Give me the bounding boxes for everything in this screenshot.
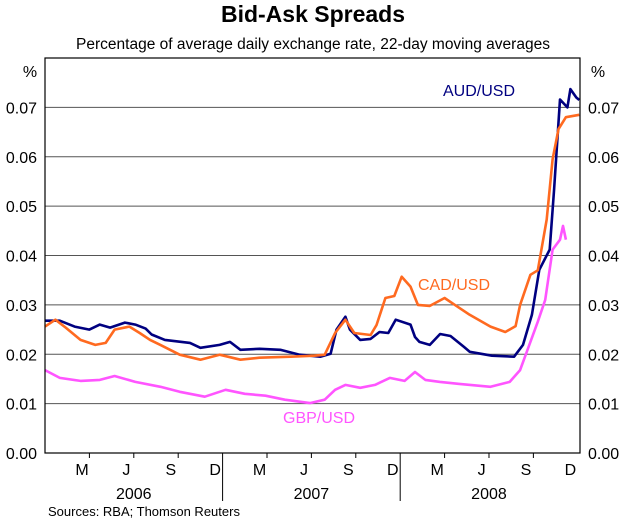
chart-title: Bid-Ask Spreads — [221, 1, 405, 27]
x-month-label: M — [75, 462, 88, 479]
x-year-label: 2006 — [116, 486, 152, 503]
x-year-label: 2007 — [294, 486, 330, 503]
y-tick-label-right: 0.02 — [588, 347, 619, 364]
x-month-label: D — [209, 462, 221, 479]
y-tick-label-left: 0.05 — [6, 199, 37, 216]
plot-frame — [44, 57, 581, 454]
label-gbp-usd: GBP/USD — [283, 410, 355, 427]
chart-subtitle: Percentage of average daily exchange rat… — [76, 36, 550, 53]
y-tick-label-right: 0.04 — [588, 249, 619, 266]
y-tick-label-right: 0.03 — [588, 298, 619, 315]
x-month-label: D — [565, 462, 577, 479]
series-line-cad-usd — [44, 113, 580, 361]
y-tick-label-right: 0.06 — [588, 150, 619, 167]
x-month-label: J — [122, 462, 130, 479]
y-tick-label-left: 0.03 — [6, 298, 37, 315]
series-line-gbp-usd — [44, 224, 568, 405]
y-axis-unit-left: % — [23, 64, 37, 81]
y-tick-label-right: 0.07 — [588, 100, 619, 117]
label-aud-usd: AUD/USD — [443, 83, 515, 100]
x-month-label: M — [253, 462, 266, 479]
label-cad-usd: CAD/USD — [418, 277, 490, 294]
y-tick-label-right: 0.00 — [588, 446, 619, 463]
x-month-label: S — [521, 462, 532, 479]
y-tick-label-left: 0.01 — [6, 397, 37, 414]
x-month-label: J — [478, 462, 486, 479]
x-month-label: S — [343, 462, 354, 479]
y-tick-label-left: 0.07 — [6, 100, 37, 117]
y-tick-label-left: 0.06 — [6, 150, 37, 167]
y-tick-label-left: 0.00 — [6, 446, 37, 463]
series-line-aud-usd — [45, 87, 581, 358]
x-month-label: D — [387, 462, 399, 479]
y-tick-label-right: 0.01 — [588, 397, 619, 414]
x-year-label: 2008 — [471, 486, 507, 503]
y-axis-unit-right: % — [591, 64, 605, 81]
x-month-label: M — [431, 462, 444, 479]
y-tick-label-left: 0.04 — [6, 249, 37, 266]
y-tick-label-left: 0.02 — [6, 347, 37, 364]
source-note: Sources: RBA; Thomson Reuters — [48, 504, 240, 519]
y-tick-label-right: 0.05 — [588, 199, 619, 216]
x-month-label: S — [165, 462, 176, 479]
x-month-label: J — [300, 462, 308, 479]
